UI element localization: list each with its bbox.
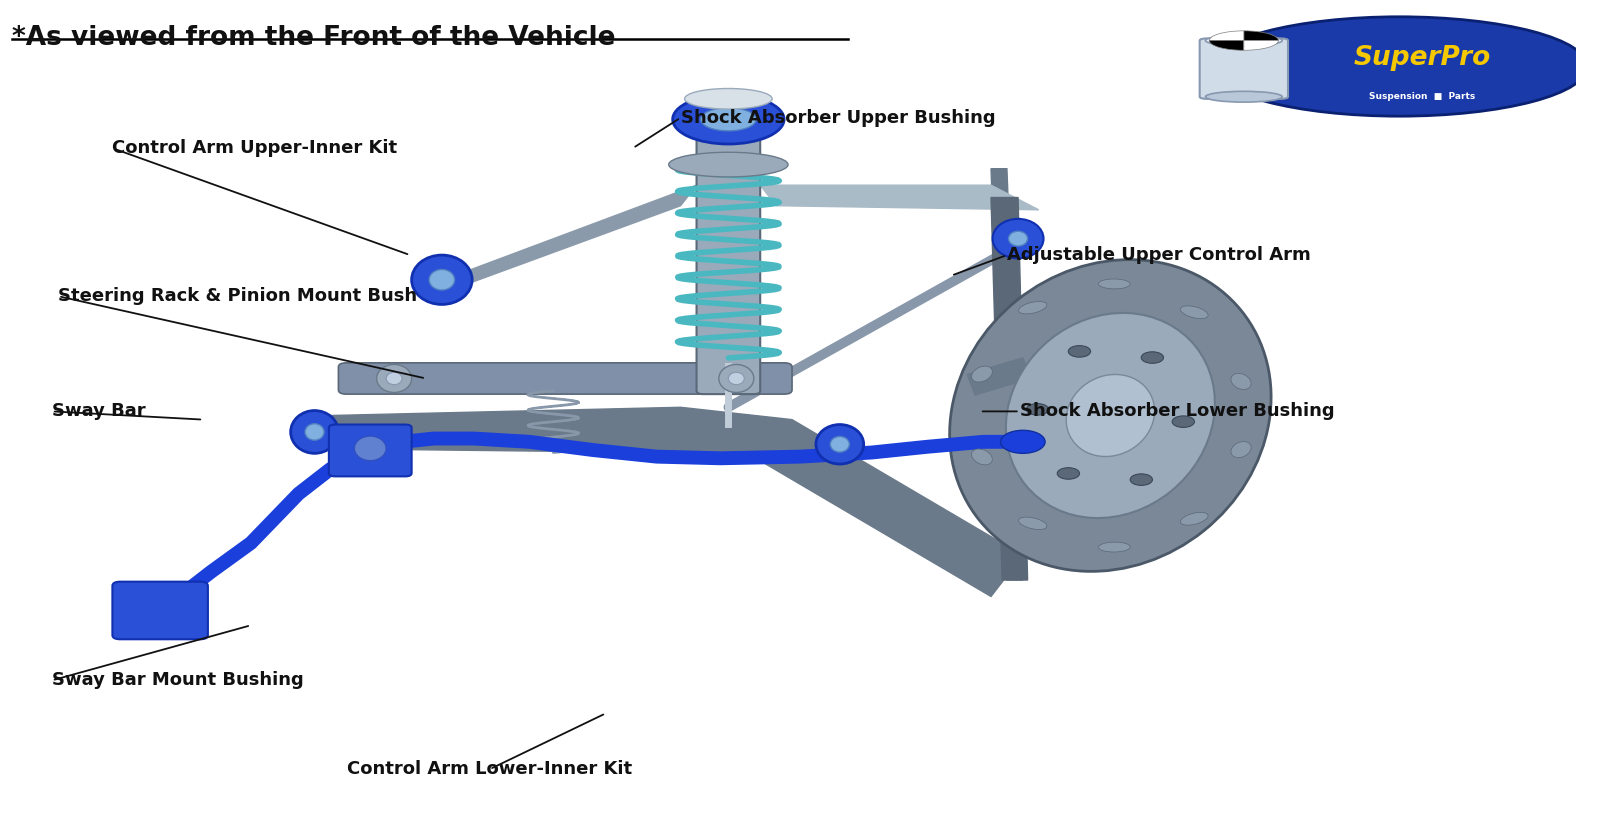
Ellipse shape <box>1230 373 1251 390</box>
Wedge shape <box>1243 31 1278 41</box>
Circle shape <box>1069 346 1091 357</box>
Wedge shape <box>1243 41 1278 50</box>
Ellipse shape <box>950 259 1270 572</box>
Ellipse shape <box>816 425 864 464</box>
Ellipse shape <box>685 88 773 109</box>
Text: Control Arm Lower-Inner Kit: Control Arm Lower-Inner Kit <box>347 760 632 779</box>
FancyBboxPatch shape <box>339 363 792 394</box>
Text: *As viewed from the Front of the Vehicle: *As viewed from the Front of the Vehicle <box>13 25 616 51</box>
Text: Control Arm Upper-Inner Kit: Control Arm Upper-Inner Kit <box>112 139 397 157</box>
Ellipse shape <box>1211 17 1587 116</box>
Ellipse shape <box>1230 441 1251 458</box>
Ellipse shape <box>411 255 472 304</box>
Ellipse shape <box>992 219 1043 258</box>
Text: Adjustable Upper Control Arm: Adjustable Upper Control Arm <box>1006 246 1310 264</box>
Ellipse shape <box>354 436 386 460</box>
Circle shape <box>117 606 162 628</box>
Circle shape <box>1000 430 1045 454</box>
Text: Suspension  ■  Parts: Suspension ■ Parts <box>1370 92 1475 101</box>
Ellipse shape <box>1181 513 1208 525</box>
Ellipse shape <box>1205 91 1282 102</box>
Polygon shape <box>966 358 1030 395</box>
Circle shape <box>1173 416 1195 427</box>
Ellipse shape <box>672 95 784 144</box>
Ellipse shape <box>386 372 402 385</box>
Polygon shape <box>299 407 1022 597</box>
Text: Sway Bar Mount Bushing: Sway Bar Mount Bushing <box>51 671 304 690</box>
Ellipse shape <box>376 365 411 392</box>
Ellipse shape <box>701 108 757 130</box>
Ellipse shape <box>669 152 789 177</box>
Polygon shape <box>434 185 696 296</box>
Circle shape <box>1026 404 1048 416</box>
Ellipse shape <box>1205 35 1282 46</box>
Ellipse shape <box>728 372 744 385</box>
Wedge shape <box>1210 41 1243 50</box>
Ellipse shape <box>971 366 992 382</box>
Ellipse shape <box>1019 302 1046 314</box>
Ellipse shape <box>429 269 454 290</box>
Ellipse shape <box>1008 231 1027 246</box>
Ellipse shape <box>1098 542 1130 552</box>
Ellipse shape <box>971 449 992 465</box>
Ellipse shape <box>306 424 325 440</box>
FancyBboxPatch shape <box>112 582 208 639</box>
Ellipse shape <box>1066 375 1155 456</box>
Text: Shock Absorber Lower Bushing: Shock Absorber Lower Bushing <box>1019 402 1334 420</box>
Polygon shape <box>990 169 1022 580</box>
Ellipse shape <box>291 411 339 454</box>
FancyBboxPatch shape <box>330 425 411 476</box>
Circle shape <box>1141 352 1163 363</box>
Ellipse shape <box>718 365 754 392</box>
Ellipse shape <box>1019 517 1046 529</box>
Polygon shape <box>760 185 1038 210</box>
Circle shape <box>1058 468 1080 479</box>
FancyBboxPatch shape <box>696 132 760 394</box>
FancyBboxPatch shape <box>1200 38 1288 99</box>
Text: Steering Rack & Pinion Mount Bush: Steering Rack & Pinion Mount Bush <box>58 288 418 305</box>
Polygon shape <box>990 198 1027 580</box>
Ellipse shape <box>1098 279 1130 289</box>
Text: Sway Bar: Sway Bar <box>51 402 146 420</box>
Circle shape <box>1130 474 1152 485</box>
Text: SuperPro: SuperPro <box>1354 45 1491 71</box>
Wedge shape <box>1210 31 1243 41</box>
Ellipse shape <box>830 436 850 452</box>
Ellipse shape <box>1006 313 1214 518</box>
Ellipse shape <box>1181 306 1208 318</box>
Text: Shock Absorber Upper Bushing: Shock Absorber Upper Bushing <box>680 109 995 126</box>
